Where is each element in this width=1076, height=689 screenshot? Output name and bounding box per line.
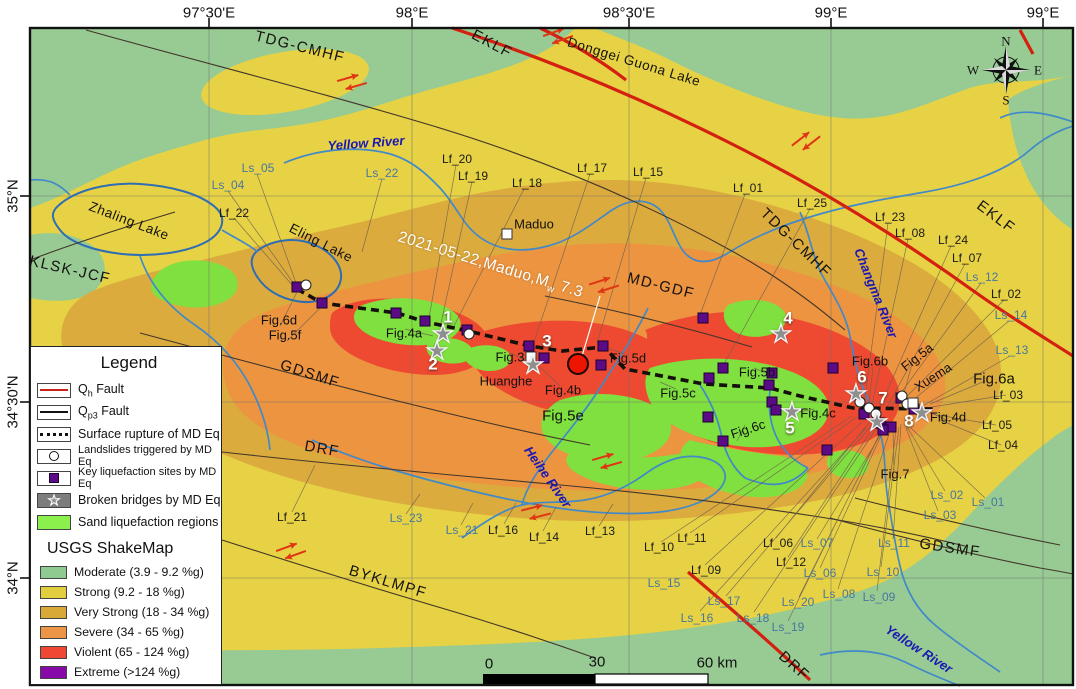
legend-title: Legend (100, 353, 158, 372)
legend-panel: Legend Qh Fault Qp3 Fault Surface ruptur… (30, 346, 222, 685)
scale-bar (483, 673, 709, 685)
compass-rose-icon (982, 46, 1030, 94)
epicenter-leader-line (581, 295, 601, 357)
shakemap-legend-item: Strong (9.2 - 18 %g) (37, 582, 221, 602)
shakemap-intensity-swatch (40, 585, 67, 599)
legend-item-qh-fault: Qh Fault (37, 379, 221, 401)
shakemap-intensity-swatch (40, 665, 67, 679)
qh-fault-swatch (37, 382, 71, 398)
shakemap-intensity-swatch (40, 645, 67, 659)
qh-fault-lines (451, 26, 1074, 682)
shakemap-intensity-swatch (40, 605, 67, 619)
surface-rupture-line (296, 287, 937, 411)
legend-item-surface-rupture: Surface rupture of MD Eq (37, 423, 221, 445)
shakemap-intensity-label: Very Strong (18 - 34 %g) (74, 605, 210, 619)
legend-item-landslides: Landslides triggered by MD Eq (37, 444, 221, 468)
annotation-leader-lines (227, 164, 1011, 622)
qp3-fault-swatch (37, 404, 71, 420)
shakemap-intensity-swatch (40, 565, 67, 579)
shakemap-intensity-label: Strong (9.2 - 18 %g) (74, 585, 185, 599)
shakemap-intensity-label: Extreme (>124 %g) (74, 665, 181, 679)
sand-liquefaction-swatch (37, 514, 71, 530)
surface-rupture-label: Surface rupture of MD Eq (78, 427, 220, 441)
shakemap-legend-title: USGS ShakeMap (47, 540, 174, 557)
shakemap-legend-item: Very Strong (18 - 34 %g) (37, 602, 221, 622)
landslide-swatch (37, 448, 71, 464)
qh-fault-label: Qh Fault (78, 381, 125, 399)
shakemap-intensity-label: Violent (65 - 124 %g) (74, 645, 190, 659)
broken-bridge-swatch (37, 492, 71, 508)
shakemap-legend-item: Severe (34 - 65 %g) (37, 622, 221, 642)
rivers-and-lakes (29, 111, 1074, 687)
landslide-label: Landslides triggered by MD Eq (78, 444, 212, 468)
liquefaction-label: Key liquefaction sites by MD Eq (78, 466, 217, 490)
qp3-fault-label: Qp3 Fault (78, 403, 130, 421)
shakemap-legend-item: Extreme (>124 %g) (37, 662, 221, 682)
shakemap-legend-list: Moderate (3.9 - 9.2 %g) Strong (9.2 - 18… (37, 562, 221, 682)
surface-rupture-swatch (37, 426, 71, 442)
axis-ticks (20, 18, 1044, 579)
shakemap-intensity-swatch (40, 625, 67, 639)
shakemap-intensity-label: Moderate (3.9 - 9.2 %g) (74, 565, 204, 579)
legend-item-qp3-fault: Qp3 Fault (37, 401, 221, 423)
shakemap-intensity-label: Severe (34 - 65 %g) (74, 625, 185, 639)
liquefaction-swatch (37, 470, 71, 486)
legend-item-broken-bridges: Broken bridges by MD Eq (37, 489, 221, 511)
shakemap-legend-item: Moderate (3.9 - 9.2 %g) (37, 562, 221, 582)
legend-item-sand-liquefaction: Sand liquefaction regions (37, 511, 221, 533)
sand-liquefaction-label: Sand liquefaction regions (78, 515, 219, 529)
legend-item-liquefaction: Key liquefaction sites by MD Eq (37, 466, 221, 490)
shakemap-legend-item: Violent (65 - 124 %g) (37, 642, 221, 662)
broken-bridge-label: Broken bridges by MD Eq (78, 493, 221, 507)
